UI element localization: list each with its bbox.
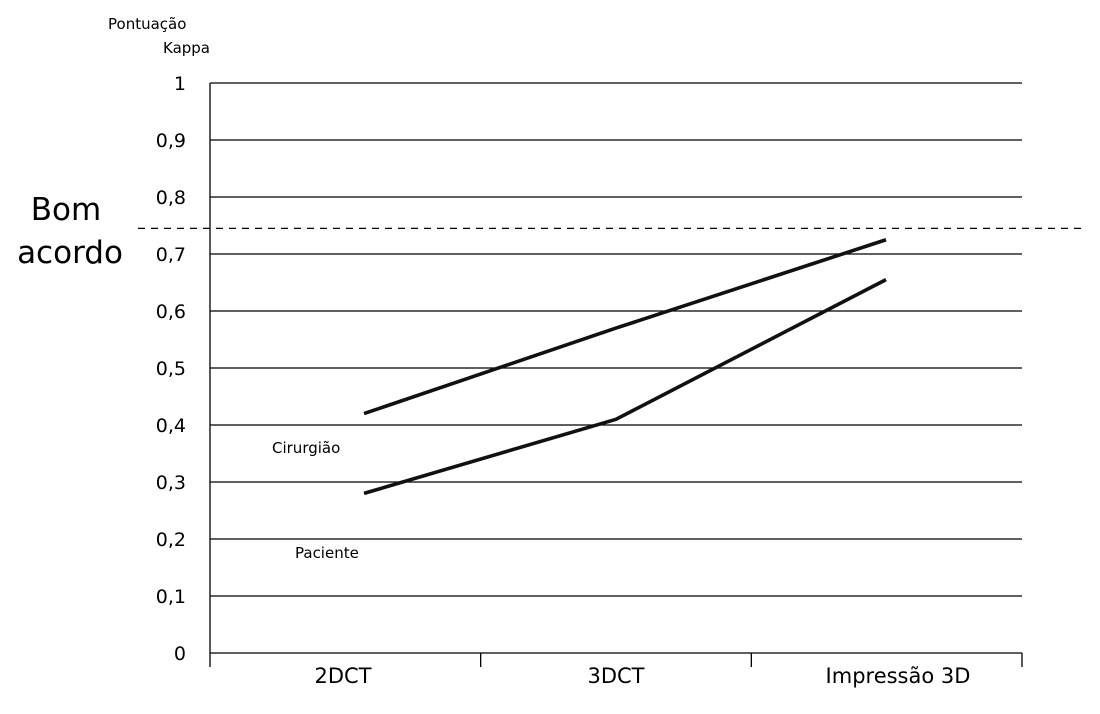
y-tick-label-6: 0,6 bbox=[156, 301, 186, 323]
y-tick-label-8: 0,8 bbox=[156, 187, 186, 209]
y-tick-label-10: 1 bbox=[174, 73, 186, 95]
x-tick-label-2: Impressão 3D bbox=[826, 664, 971, 688]
series-label-1: Paciente bbox=[295, 544, 359, 562]
y-tick-label-5: 0,5 bbox=[156, 358, 186, 380]
y-tick-label-9: 0,9 bbox=[156, 130, 186, 152]
series-labels: Cirurgião Paciente bbox=[272, 439, 359, 562]
reference-line-group: Bom acordo bbox=[17, 192, 1082, 271]
y-tick-label-1: 0,1 bbox=[156, 586, 186, 608]
y-tick-label-2: 0,2 bbox=[156, 529, 186, 551]
y-axis-title: Pontuação Kappa bbox=[108, 15, 210, 57]
axes bbox=[209, 83, 1023, 667]
reference-label-line-1: Bom bbox=[31, 192, 101, 228]
gridlines bbox=[210, 82, 1022, 597]
y-tick-label-3: 0,3 bbox=[156, 472, 186, 494]
series-lines bbox=[363, 238, 887, 496]
x-tick-labels: 2DCT 3DCT Impressão 3D bbox=[314, 664, 970, 688]
y-axis-title-line-1: Pontuação bbox=[108, 15, 186, 33]
series-label-0: Cirurgião bbox=[272, 439, 340, 457]
reference-label-line-2: acordo bbox=[17, 235, 123, 271]
y-tick-label-4: 0,4 bbox=[156, 415, 186, 437]
y-tick-labels: 0 0,1 0,2 0,3 0,4 0,5 0,6 0,7 0,8 0,9 1 bbox=[156, 73, 186, 665]
series-line-0 bbox=[363, 238, 887, 416]
y-tick-label-7: 0,7 bbox=[156, 244, 186, 266]
x-tick-label-0: 2DCT bbox=[314, 664, 371, 688]
x-tick-label-1: 3DCT bbox=[587, 664, 644, 688]
y-tick-label-0: 0 bbox=[174, 643, 186, 665]
y-axis-title-line-2: Kappa bbox=[163, 39, 210, 57]
